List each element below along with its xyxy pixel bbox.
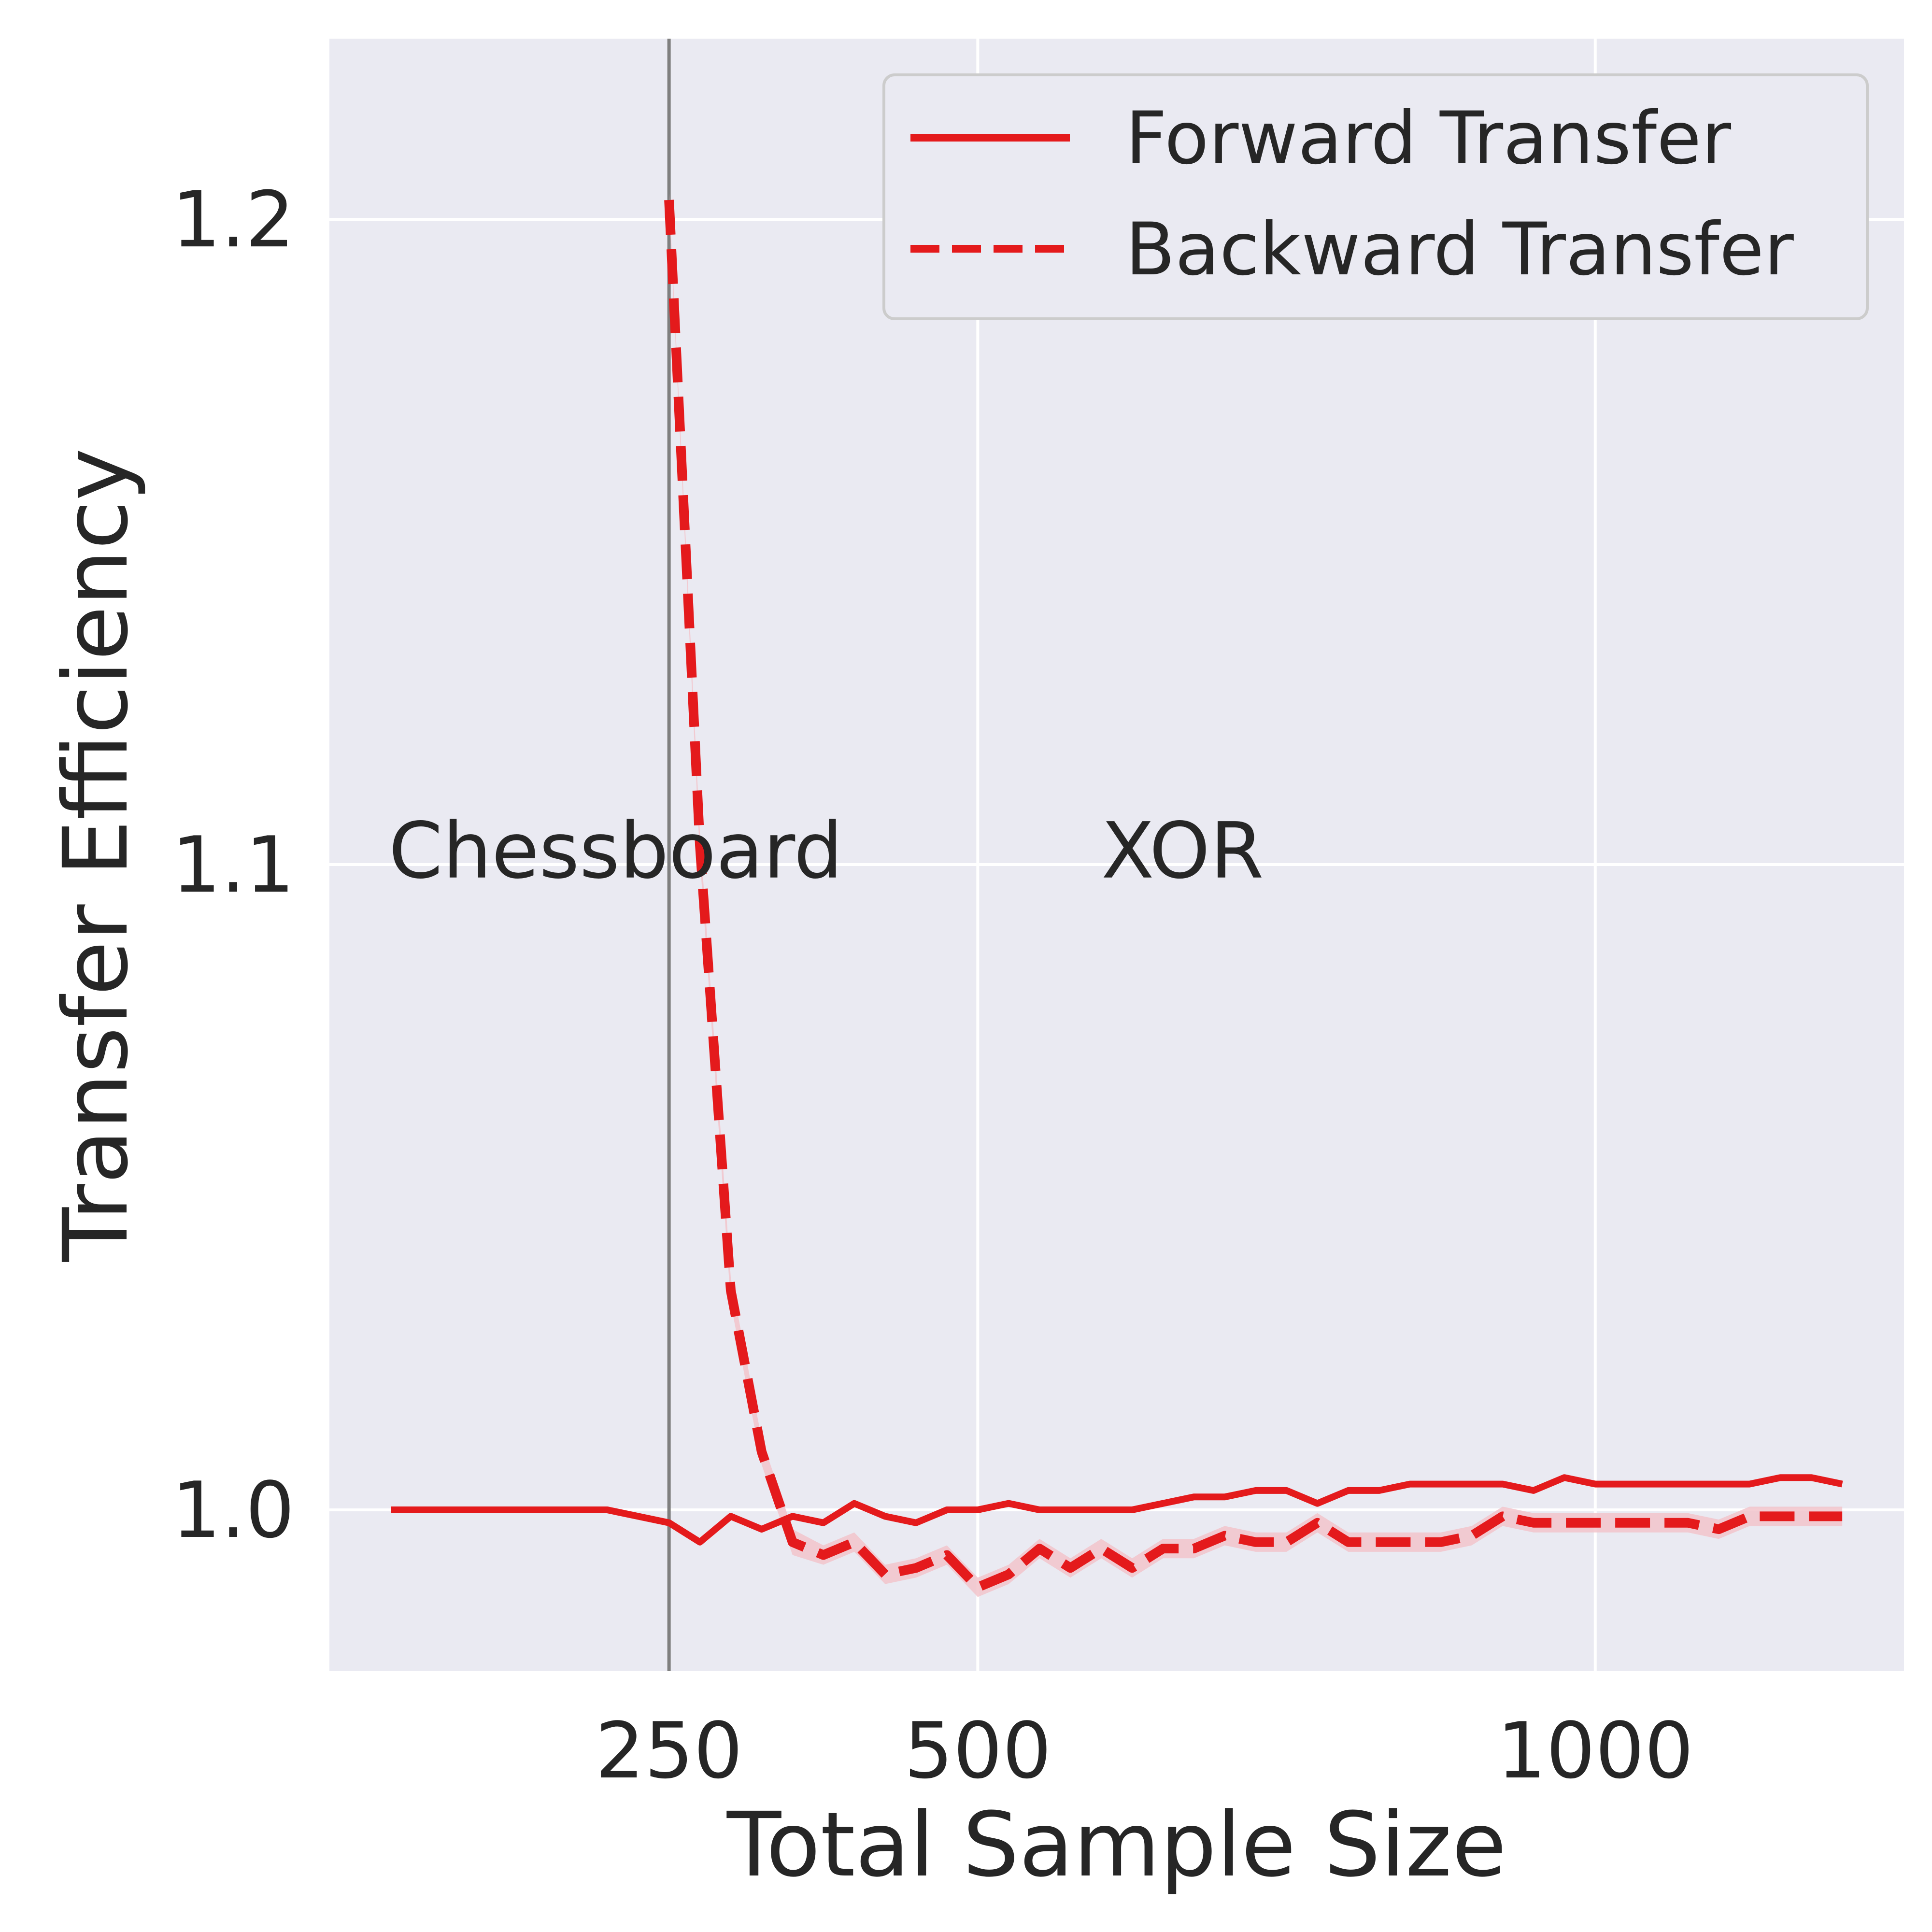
series-lines — [391, 199, 1843, 1592]
tick-labels: 250 500 1000 1.0 1.1 1.2 — [172, 174, 1694, 1796]
x-tick-label: 500 — [904, 1705, 1051, 1796]
y-tick-label: 1.2 — [172, 174, 295, 265]
x-tick-label: 250 — [595, 1705, 742, 1796]
y-tick-label: 1.1 — [172, 820, 295, 910]
legend: Forward Transfer Backward Transfer — [882, 73, 1869, 320]
x-axis-label: Total Sample Size — [726, 1793, 1506, 1897]
annotations: Chessboard XOR — [389, 806, 1264, 896]
y-axis-label: Transfer Efficiency — [44, 448, 148, 1263]
legend-label-backward: Backward Transfer — [1125, 208, 1794, 292]
legend-label-forward: Forward Transfer — [1125, 97, 1731, 181]
y-tick-label: 1.0 — [172, 1465, 295, 1555]
series-line-forward-transfer — [391, 1474, 1843, 1546]
annotation-label: XOR — [1101, 806, 1264, 896]
series-line-backward-transfer — [664, 199, 1843, 1592]
annotation-label: Chessboard — [389, 806, 843, 896]
x-tick-label: 1000 — [1497, 1705, 1693, 1796]
legend-box — [882, 73, 1869, 320]
